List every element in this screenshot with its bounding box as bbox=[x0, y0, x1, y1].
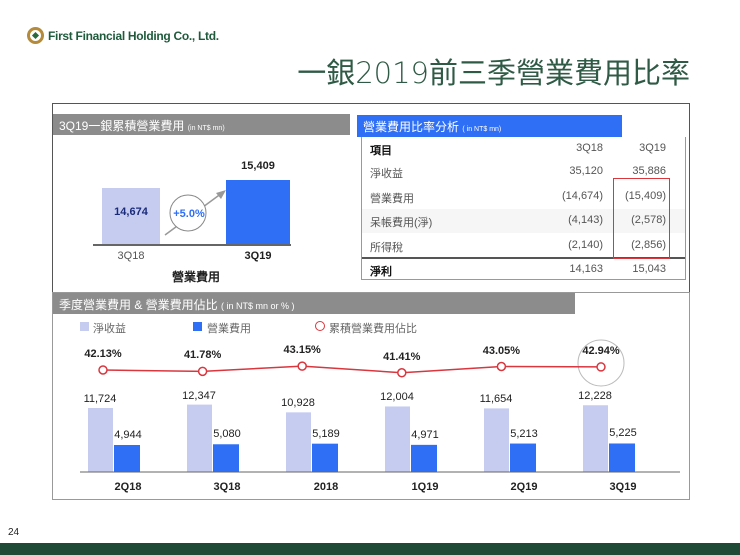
highlight-box bbox=[613, 178, 670, 259]
revenue-label: 12,004 bbox=[380, 391, 414, 404]
table-row-label: 所得稅 bbox=[370, 241, 403, 254]
table-title: 營業費用比率分析 bbox=[363, 120, 460, 134]
page-number: 24 bbox=[8, 527, 20, 538]
bar-opex bbox=[510, 443, 536, 472]
category-label: 3Q18 bbox=[213, 481, 241, 493]
bar-revenue bbox=[484, 408, 509, 472]
bar-revenue bbox=[583, 405, 608, 472]
legend-revenue: 淨收益 bbox=[93, 323, 126, 335]
bar-3q18 bbox=[102, 188, 160, 244]
ratio-label: 42.94% bbox=[582, 344, 620, 357]
revenue-label: 12,228 bbox=[578, 390, 612, 403]
growth-arrow-icon bbox=[164, 190, 226, 236]
left-panel-title: 3Q19一銀累積營業費用 bbox=[59, 119, 185, 133]
category-label: 1Q19 bbox=[411, 481, 439, 493]
legend-ratio: 累積營業費用佔比 bbox=[329, 323, 417, 335]
table-cell: (15,409) bbox=[625, 189, 666, 202]
category-label: 2Q18 bbox=[114, 481, 142, 493]
ratio-point bbox=[596, 362, 606, 372]
table-cell: (4,143) bbox=[568, 214, 603, 226]
table-row-label: 呆帳費用(淨) bbox=[370, 217, 433, 229]
table-cell: 35,120 bbox=[569, 165, 603, 177]
opex-label: 5,213 bbox=[510, 427, 538, 440]
cat-3q18: 3Q18 bbox=[117, 250, 145, 262]
bottom-panel-header: 季度營業費用 & 營業費用佔比 ( in NT$ mn or % ) bbox=[53, 293, 575, 314]
table-cell: 35,886 bbox=[632, 165, 666, 177]
table-row-label: 淨收益 bbox=[370, 168, 403, 180]
bar-3q19 bbox=[226, 180, 290, 244]
ratio-point bbox=[397, 367, 407, 378]
ratio-point bbox=[297, 361, 307, 371]
company-logo-icon bbox=[27, 27, 44, 44]
revenue-label: 10,928 bbox=[281, 397, 315, 410]
ratio-label: 42.13% bbox=[84, 348, 122, 360]
opex-label: 5,225 bbox=[609, 427, 637, 440]
table-unit: ( in NT$ mn) bbox=[462, 126, 502, 133]
bar-revenue bbox=[88, 408, 113, 472]
table-header: 營業費用比率分析 ( in NT$ mn) bbox=[357, 115, 622, 137]
bar-opex bbox=[213, 444, 239, 472]
legend-opex: 營業費用 bbox=[207, 323, 251, 335]
ratio-table bbox=[361, 137, 686, 280]
category-label: 2Q19 bbox=[510, 481, 538, 493]
left-panel-header: 3Q19一銀累積營業費用 (in NT$ mn) bbox=[53, 114, 350, 135]
cat-3q19: 3Q19 bbox=[244, 250, 272, 262]
revenue-label: 11,654 bbox=[479, 393, 513, 406]
table-total-label: 淨利 bbox=[370, 266, 392, 278]
table-cell: (14,674) bbox=[562, 189, 603, 202]
ratio-label: 43.15% bbox=[283, 344, 321, 357]
category-label: 2018 bbox=[313, 481, 339, 493]
table-cell: (2,140) bbox=[568, 238, 603, 251]
ratio-point bbox=[496, 361, 507, 372]
table-total-3q18: 14,163 bbox=[569, 263, 603, 275]
legend-marker-ratio-icon bbox=[315, 321, 325, 331]
table-col-3q19: 3Q19 bbox=[639, 142, 666, 154]
value-3q18: 14,674 bbox=[114, 206, 148, 218]
legend-swatch-revenue bbox=[80, 322, 89, 331]
table-total-3q19: 15,043 bbox=[632, 263, 666, 275]
bar-revenue bbox=[187, 404, 212, 472]
bottom-panel-title: 季度營業費用 & 營業費用佔比 bbox=[59, 298, 218, 312]
bar-opex bbox=[312, 443, 338, 472]
bottom-panel-unit: ( in NT$ mn or % ) bbox=[221, 301, 295, 311]
left-panel-unit: (in NT$ mn) bbox=[187, 125, 225, 132]
highlight-circle bbox=[577, 339, 625, 387]
table-cell: (2,856) bbox=[631, 238, 666, 251]
company-name: First Financial Holding Co., Ltd. bbox=[48, 29, 219, 43]
page-title: 一銀2019前三季營業費用比率 bbox=[297, 56, 690, 90]
category-label: 3Q19 bbox=[609, 481, 637, 493]
table-row-label: 營業費用 bbox=[370, 192, 414, 205]
ratio-label: 43.05% bbox=[482, 344, 521, 357]
revenue-label: 12,347 bbox=[182, 389, 216, 402]
left-xlabel: 營業費用 bbox=[171, 270, 221, 284]
bar-revenue bbox=[286, 412, 311, 472]
ratio-point bbox=[197, 366, 208, 377]
legend-swatch-opex bbox=[193, 322, 202, 331]
bar-opex bbox=[114, 445, 140, 472]
table-divider bbox=[362, 257, 685, 259]
table-col-3q18: 3Q18 bbox=[576, 142, 603, 154]
opex-label: 5,189 bbox=[312, 427, 340, 440]
table-col-item: 項目 bbox=[370, 145, 392, 157]
ratio-label: 41.78% bbox=[183, 349, 222, 362]
ratio-line bbox=[102, 365, 602, 374]
table-cell: (2,578) bbox=[631, 214, 666, 226]
baseline bbox=[93, 244, 291, 246]
bar-opex bbox=[609, 443, 635, 472]
opex-label: 4,944 bbox=[114, 429, 142, 441]
table-row bbox=[362, 160, 685, 184]
table-row bbox=[362, 209, 685, 233]
growth-label: +5.0% bbox=[173, 208, 205, 220]
opex-label: 4,971 bbox=[411, 428, 439, 441]
opex-label: 5,080 bbox=[213, 428, 241, 441]
bar-opex bbox=[411, 444, 437, 472]
value-3q19: 15,409 bbox=[241, 160, 275, 172]
revenue-label: 11,724 bbox=[83, 393, 117, 405]
footer-bar bbox=[0, 543, 740, 555]
bar-revenue bbox=[385, 406, 410, 472]
ratio-label: 41.41% bbox=[383, 350, 421, 363]
ratio-point bbox=[98, 365, 108, 375]
